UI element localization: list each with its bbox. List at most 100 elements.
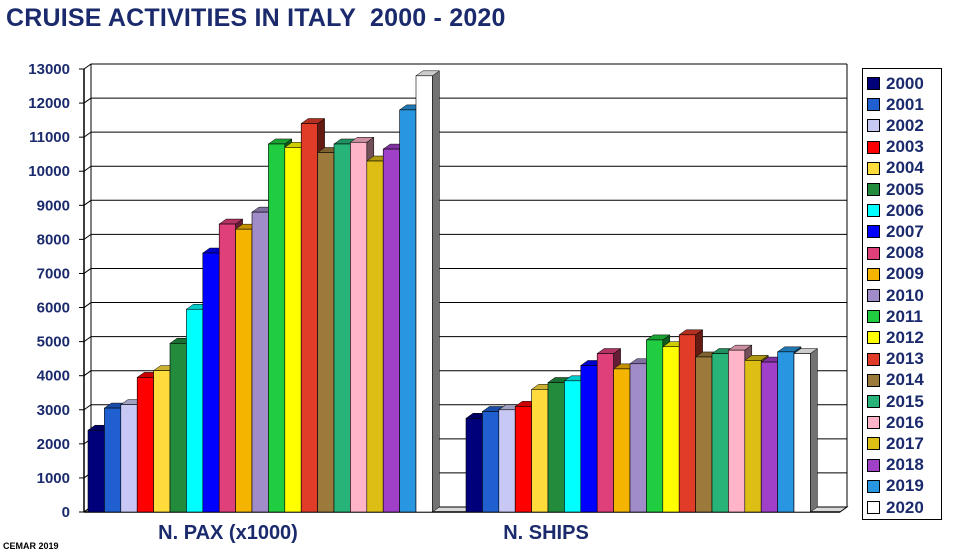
chart-title: CRUISE ACTIVITIES IN ITALY 2000 - 2020 [6,4,506,32]
y-tick-label: 13000 [28,61,70,78]
legend-item: 2017 [867,433,924,454]
legend-swatch [867,246,880,260]
footer-credit: CEMAR 2019 [3,541,59,551]
x-category-label: N. SHIPS [503,522,589,544]
bar [695,356,713,513]
legend-label: 2003 [886,137,924,157]
legend-swatch [867,416,880,430]
bar [646,339,664,513]
legend-label: 2004 [886,158,924,178]
bar [366,160,384,513]
bar [514,406,532,513]
y-tick-label: 4000 [37,368,70,385]
legend-item: 2006 [867,200,924,221]
legend-label: 2006 [886,200,924,220]
legend-label: 2018 [886,455,924,475]
legend-swatch [867,267,880,281]
legend-swatch [867,458,880,472]
legend-item: 2004 [867,158,924,179]
bar [169,343,187,513]
legend-swatch [867,183,880,196]
y-tick-label: 10000 [28,163,70,180]
bar [793,353,811,513]
legend-label: 2007 [886,221,924,241]
legend-item: 2020 [867,497,924,518]
y-tick-label: 3000 [37,402,70,419]
legend-swatch [867,289,880,302]
legend-item: 2018 [867,455,924,476]
legend-item: 2019 [867,476,924,497]
gridline-depth [83,370,92,377]
y-tick-label: 0 [62,504,70,521]
y-tick-label: 2000 [37,436,70,453]
legend-swatch [867,98,880,112]
bar [482,411,500,513]
y-tick-label: 9000 [37,197,70,214]
legend: 2000 2001 2002 2003 2004 2005 2006 2007 2008 2009… [862,68,942,520]
y-tick-label: 11000 [29,129,70,146]
bar [629,363,647,513]
legend-swatch [867,204,880,218]
bar [580,365,598,513]
gridline-depth [83,268,92,274]
legend-label: 2012 [886,327,924,347]
bar [136,377,154,513]
gridline-depth [83,233,92,240]
y-tick-label: 5000 [37,334,70,351]
legend-item: 2016 [867,412,924,433]
legend-item: 2009 [867,264,924,285]
gridline-depth [83,97,92,104]
bar [268,143,286,513]
bar [531,389,549,513]
y-tick-label: 6000 [37,300,70,317]
gridline-depth [83,199,92,206]
legend-swatch [867,437,880,451]
bar [284,147,302,513]
legend-item: 2005 [867,179,924,200]
legend-item: 2007 [867,221,924,242]
legend-swatch [867,331,880,345]
legend-label: 2014 [886,370,924,390]
bar [153,370,171,513]
legend-label: 2005 [886,179,924,199]
bar [104,407,122,513]
y-tick-label: 12000 [28,95,70,112]
legend-swatch [867,310,880,324]
bar [760,361,778,513]
bar [317,152,335,513]
legend-label: 2011 [886,306,923,326]
gridline-depth [83,63,92,70]
legend-swatch [867,140,880,154]
legend-swatch [867,501,880,514]
legend-label: 2009 [886,264,924,284]
bar [87,429,105,513]
bar [415,75,433,513]
legend-label: 2019 [886,476,924,496]
gridline-depth [83,336,92,343]
legend-label: 2001 [886,94,924,114]
bar [350,141,368,513]
legend-swatch [867,395,880,408]
gridline-depth [83,302,92,308]
bar [728,349,746,513]
y-tick-label: 8000 [37,231,70,248]
bar-side [810,348,818,513]
bar [120,404,138,513]
legend-item: 2008 [867,243,924,264]
x-category-label: N. PAX (x1000) [158,522,298,544]
legend-label: 2016 [886,412,924,432]
bar [465,417,483,513]
bar [678,334,696,513]
legend-label: 2020 [886,497,924,517]
legend-swatch [867,352,880,366]
legend-swatch [867,161,880,175]
legend-item: 2000 [867,73,924,94]
bar [202,252,220,513]
bar [382,148,400,513]
bar-side [432,70,440,513]
bar [547,382,565,513]
legend-item: 2014 [867,370,924,391]
bar [777,351,795,513]
legend-item: 2013 [867,349,924,370]
legend-label: 2017 [886,433,924,453]
